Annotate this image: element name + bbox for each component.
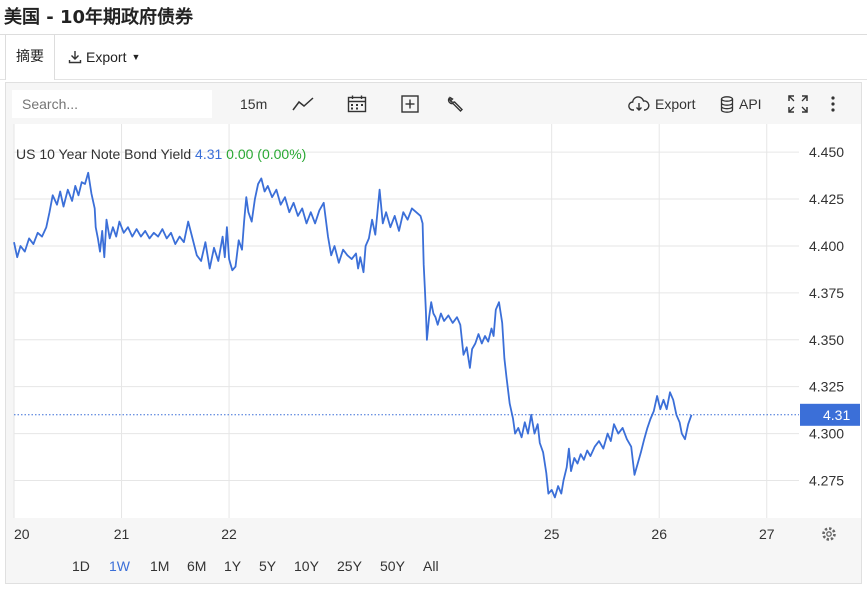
fullscreen-button[interactable] xyxy=(788,90,808,118)
range-button[interactable]: 1Y xyxy=(224,558,242,574)
tab-export-label: Export xyxy=(86,49,127,65)
api-label: API xyxy=(739,96,762,112)
range-button[interactable]: 10Y xyxy=(294,558,319,574)
range-button[interactable]: 5Y xyxy=(259,558,277,574)
y-tick-label: 4.375 xyxy=(809,285,844,301)
line-chart: 4.275 4.300 4.325 4.350 4.375 4.400 4.425 4.450… xyxy=(13,124,860,542)
range-button[interactable]: 25Y xyxy=(337,558,362,574)
range-button[interactable]: 1D xyxy=(72,558,90,574)
x-tick-label: 26 xyxy=(651,526,667,542)
y-tick-label: 4.275 xyxy=(809,472,844,488)
gear-teeth xyxy=(822,527,836,541)
plot-area[interactable] xyxy=(14,124,799,518)
y-tick-label: 4.400 xyxy=(809,238,844,254)
wrench-icon xyxy=(447,95,465,113)
tab-bar: 摘要 Export ▼ xyxy=(0,34,867,80)
calendar-icon xyxy=(347,95,367,113)
range-button[interactable]: 50Y xyxy=(380,558,405,574)
chart-settings-gear-icon[interactable] xyxy=(822,527,836,541)
x-tick-label: 27 xyxy=(759,526,775,542)
x-tick-label: 22 xyxy=(221,526,237,542)
api-button[interactable]: API xyxy=(720,90,762,118)
interval-label: 15m xyxy=(240,96,268,112)
tab-summary[interactable]: 摘要 xyxy=(5,35,55,80)
last-price-label: 4.31 xyxy=(823,407,850,423)
legend-change: 0.00 (0.00%) xyxy=(226,146,307,162)
x-tick-label: 25 xyxy=(544,526,560,542)
more-vertical-icon xyxy=(830,95,836,113)
chart-export-button[interactable]: Export xyxy=(628,90,695,118)
range-button[interactable]: All xyxy=(423,558,439,574)
gear-hub xyxy=(826,531,832,537)
range-button[interactable]: 6M xyxy=(187,558,207,574)
calendar-button[interactable] xyxy=(347,90,367,118)
series-line xyxy=(13,171,693,499)
interval-selector[interactable]: 15m xyxy=(240,90,267,118)
chart-legend: US 10 Year Note Bond Yield 4.31 0.00 (0.… xyxy=(16,146,306,162)
line-chart-icon xyxy=(292,96,314,112)
tab-export[interactable]: Export ▼ xyxy=(58,35,150,79)
last-price-tag xyxy=(800,403,860,426)
database-icon xyxy=(720,95,734,113)
time-axis[interactable] xyxy=(6,518,861,548)
cloud-download-icon xyxy=(628,96,650,112)
line-chart-type-button[interactable] xyxy=(292,90,314,118)
price-axis[interactable] xyxy=(799,124,861,518)
chart-toolbar: 15m Export xyxy=(6,83,861,123)
download-icon xyxy=(68,50,82,64)
plus-square-icon xyxy=(401,95,419,113)
y-tick-label: 4.325 xyxy=(809,379,844,395)
range-button[interactable]: 1M xyxy=(150,558,170,574)
chart-panel: 15m Export xyxy=(5,82,862,584)
y-tick-label: 4.300 xyxy=(809,426,844,442)
legend-series-name: US 10 Year Note Bond Yield xyxy=(16,146,192,162)
more-menu-button[interactable] xyxy=(830,90,836,118)
caret-down-icon: ▼ xyxy=(131,52,141,62)
legend-value: 4.31 xyxy=(195,146,223,162)
search-input[interactable] xyxy=(12,90,212,118)
settings-tool-button[interactable] xyxy=(447,90,465,118)
fullscreen-icon xyxy=(788,95,808,113)
y-tick-label: 4.350 xyxy=(809,332,844,348)
page-title: 美国 - 10年期政府债券 xyxy=(4,7,194,28)
range-selector: 1D 1W 1M 6M 1Y 5Y 10Y 25Y 50Y All xyxy=(6,550,861,582)
x-tick-label: 20 xyxy=(14,526,30,542)
y-tick-label: 4.450 xyxy=(809,144,844,160)
add-indicator-button[interactable] xyxy=(401,90,419,118)
y-tick-label: 4.425 xyxy=(809,191,844,207)
chart-export-label: Export xyxy=(655,96,696,112)
x-tick-label: 21 xyxy=(114,526,130,542)
range-button[interactable]: 1W xyxy=(109,558,130,574)
